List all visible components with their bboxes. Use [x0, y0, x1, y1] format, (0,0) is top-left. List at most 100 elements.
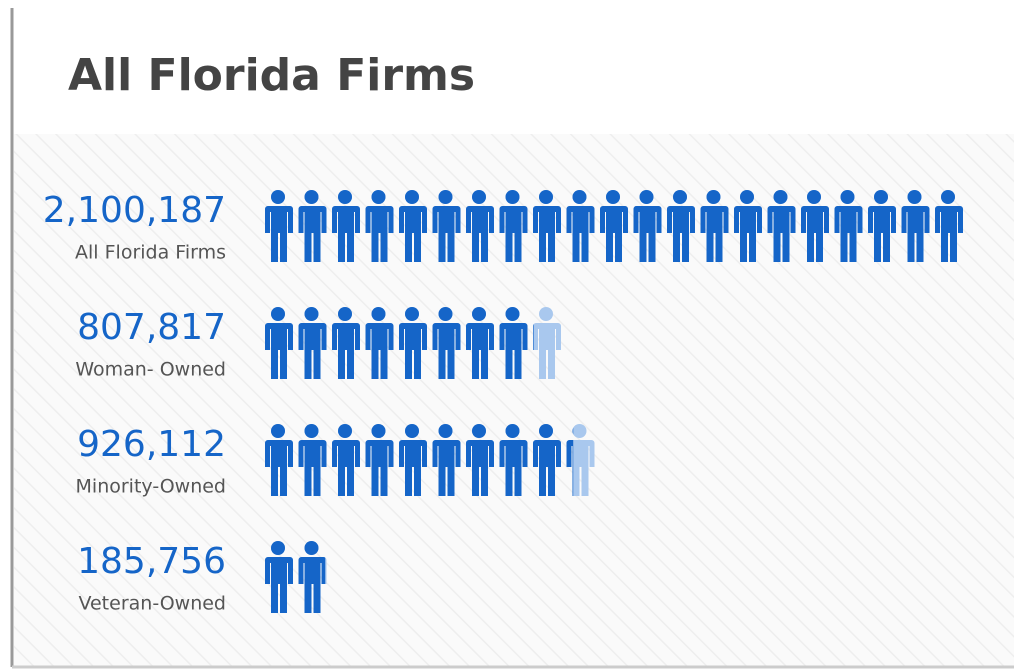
- icon-head: [505, 190, 520, 204]
- icon-head: [606, 190, 620, 204]
- chart-title: All Florida Firms: [68, 50, 475, 101]
- icon-head: [539, 424, 553, 438]
- value-label: 185,756: [77, 541, 226, 582]
- icon-head: [907, 190, 922, 204]
- icon-body: [365, 206, 394, 262]
- icon-head: [572, 427, 574, 435]
- pictogram-row: [265, 424, 595, 496]
- icon-body: [365, 323, 394, 379]
- icon-head: [438, 190, 453, 204]
- icon-head: [304, 541, 319, 555]
- icon-body: [265, 440, 293, 496]
- icon-body: [499, 323, 528, 379]
- icon-body: [466, 440, 494, 496]
- icon-head: [271, 190, 285, 204]
- icon-head: [706, 190, 721, 204]
- icon-head: [371, 190, 386, 204]
- icon-head: [438, 307, 453, 321]
- icon-body: [265, 323, 293, 379]
- pictogram-fill: [265, 424, 574, 496]
- icon-head: [371, 307, 386, 321]
- icon-head: [941, 190, 955, 204]
- icon-body: [432, 440, 461, 496]
- icon-body: [265, 206, 293, 262]
- icon-body: [298, 206, 327, 262]
- icon-head: [438, 424, 453, 438]
- icon-head: [773, 190, 788, 204]
- icon-head: [304, 307, 319, 321]
- icon-body: [332, 206, 360, 262]
- icon-head: [505, 424, 520, 438]
- value-label: 2,100,187: [43, 190, 226, 231]
- pictogram-fill: [265, 541, 326, 613]
- category-label: Minority-Owned: [76, 476, 226, 498]
- icon-body: [700, 206, 729, 262]
- icon-head: [539, 307, 553, 321]
- icon-head: [304, 190, 319, 204]
- icon-head: [572, 190, 587, 204]
- icon-head: [639, 190, 654, 204]
- icon-body: [298, 557, 326, 613]
- icon-head: [338, 307, 352, 321]
- pictogram-row: [265, 541, 327, 613]
- category-label: All Florida Firms: [75, 242, 226, 264]
- icon-body: [801, 206, 829, 262]
- icon-body: [399, 206, 427, 262]
- pictogram-row: [265, 190, 963, 262]
- icon-head: [539, 190, 553, 204]
- icon-body: [901, 206, 930, 262]
- icon-body: [734, 206, 762, 262]
- icon-body: [600, 206, 628, 262]
- icon-body: [533, 323, 561, 379]
- icon-head: [405, 190, 419, 204]
- icon-body: [298, 440, 327, 496]
- icon-body: [466, 323, 494, 379]
- icon-body: [365, 440, 394, 496]
- icon-body: [466, 206, 494, 262]
- icon-body: [667, 206, 695, 262]
- icon-head: [472, 190, 486, 204]
- icon-body: [533, 324, 534, 350]
- icon-body: [332, 440, 360, 496]
- icon-head: [472, 424, 486, 438]
- icon-body: [332, 323, 360, 379]
- icon-body: [399, 440, 427, 496]
- icon-body: [868, 206, 896, 262]
- icon-body: [499, 440, 528, 496]
- icon-body: [633, 206, 662, 262]
- category-label: Veteran-Owned: [78, 593, 226, 615]
- value-label: 926,112: [77, 424, 226, 465]
- icon-body: [566, 440, 595, 496]
- icon-body: [399, 323, 427, 379]
- icon-head: [405, 424, 419, 438]
- category-label: Woman- Owned: [75, 359, 226, 381]
- icon-body: [533, 440, 561, 496]
- icon-head: [338, 424, 352, 438]
- icon-body: [499, 206, 528, 262]
- icon-head: [271, 307, 285, 321]
- icon-head: [304, 424, 319, 438]
- icon-head: [371, 424, 386, 438]
- icon-body: [566, 440, 574, 496]
- pictogram-fill: [265, 190, 963, 262]
- icon-body: [298, 323, 327, 379]
- icon-head: [271, 541, 285, 555]
- icon-body: [566, 206, 595, 262]
- icon-head: [472, 307, 486, 321]
- value-label: 807,817: [77, 307, 226, 348]
- icon-body: [533, 206, 561, 262]
- icon-head: [572, 424, 587, 438]
- icon-head: [840, 190, 855, 204]
- icon-body: [834, 206, 863, 262]
- icon-head: [271, 424, 285, 438]
- icon-head: [673, 190, 687, 204]
- icon-head: [505, 307, 520, 321]
- icon-body: [935, 206, 963, 262]
- icon-body: [767, 206, 796, 262]
- pictogram-row: [265, 307, 561, 379]
- icon-body: [432, 323, 461, 379]
- icon-head: [874, 190, 888, 204]
- pictogram-fill: [265, 307, 534, 379]
- icon-head: [807, 190, 821, 204]
